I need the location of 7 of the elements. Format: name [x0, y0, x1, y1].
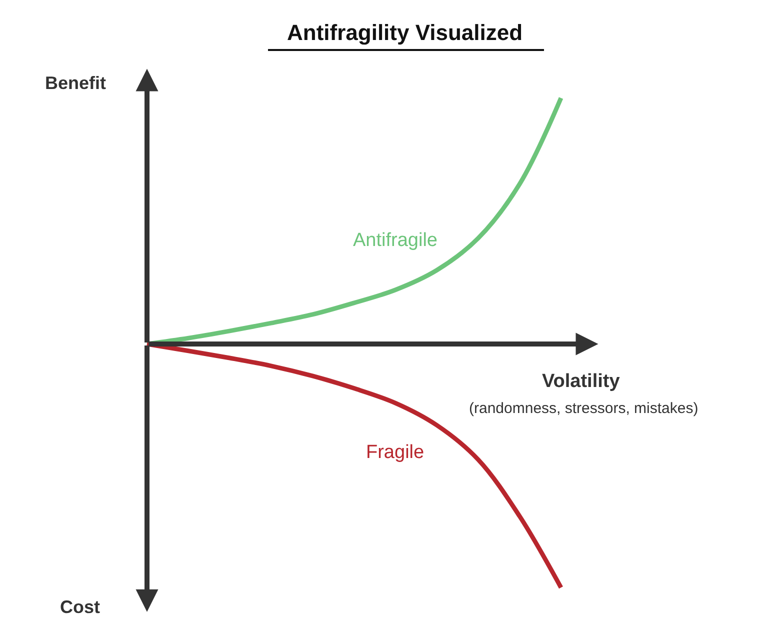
chart-title: Antifragility Visualized: [287, 20, 523, 45]
annotation: (randomness, stressors, mistakes): [469, 400, 698, 417]
x-axis-title: Volatility: [542, 371, 620, 392]
text: Benefit: [45, 73, 106, 93]
series-label: Antifragile: [353, 230, 438, 251]
series-label: Fragile: [366, 442, 424, 463]
text: Cost: [60, 597, 100, 617]
